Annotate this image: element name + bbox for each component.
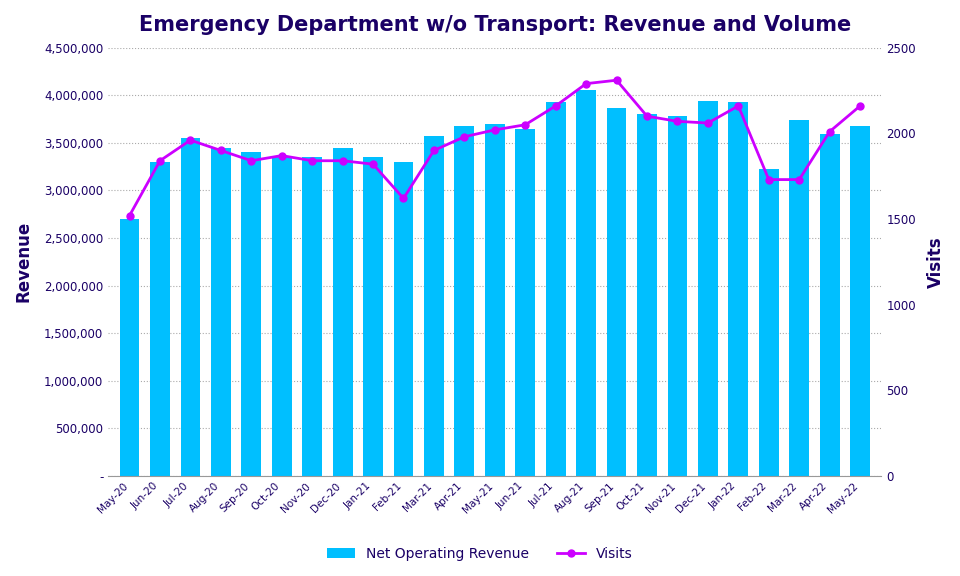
Bar: [546, 102, 565, 476]
Visits: [246, 157, 257, 164]
Visits: [368, 161, 379, 168]
Bar: [607, 108, 627, 476]
Bar: [759, 169, 779, 476]
Bar: [454, 126, 474, 476]
Visits: [276, 152, 287, 159]
Visits: [641, 113, 653, 120]
Bar: [302, 157, 322, 476]
Title: Emergency Department w/o Transport: Revenue and Volume: Emergency Department w/o Transport: Reve…: [138, 15, 851, 35]
Visits: [306, 157, 318, 164]
Visits: [489, 127, 500, 134]
Visits: [794, 176, 805, 183]
Line: Visits: Visits: [126, 77, 864, 219]
Y-axis label: Revenue: Revenue: [15, 221, 33, 302]
Bar: [272, 157, 292, 476]
Bar: [241, 153, 261, 476]
Bar: [637, 114, 657, 476]
Visits: [124, 212, 135, 219]
Bar: [516, 128, 535, 476]
Bar: [333, 147, 352, 476]
Bar: [485, 124, 505, 476]
Bar: [667, 116, 687, 476]
Visits: [550, 103, 562, 109]
Bar: [180, 138, 201, 476]
Legend: Net Operating Revenue, Visits: Net Operating Revenue, Visits: [322, 541, 638, 566]
Visits: [337, 157, 348, 164]
Bar: [394, 162, 414, 476]
Bar: [363, 157, 383, 476]
Visits: [611, 77, 622, 84]
Bar: [729, 102, 748, 476]
Visits: [397, 195, 409, 202]
Bar: [789, 120, 809, 476]
Bar: [424, 136, 444, 476]
Visits: [155, 157, 166, 164]
Visits: [702, 120, 713, 127]
Visits: [215, 147, 227, 154]
Bar: [211, 147, 230, 476]
Bar: [820, 134, 840, 476]
Y-axis label: Visits: Visits: [927, 236, 945, 287]
Bar: [698, 101, 718, 476]
Visits: [581, 80, 592, 87]
Visits: [824, 128, 835, 135]
Visits: [763, 176, 775, 183]
Bar: [120, 219, 139, 476]
Visits: [854, 103, 866, 109]
Visits: [184, 137, 196, 143]
Visits: [459, 133, 470, 140]
Visits: [519, 122, 531, 128]
Visits: [672, 118, 684, 125]
Visits: [732, 103, 744, 109]
Bar: [150, 162, 170, 476]
Visits: [428, 147, 440, 154]
Bar: [576, 90, 596, 476]
Bar: [851, 126, 870, 476]
